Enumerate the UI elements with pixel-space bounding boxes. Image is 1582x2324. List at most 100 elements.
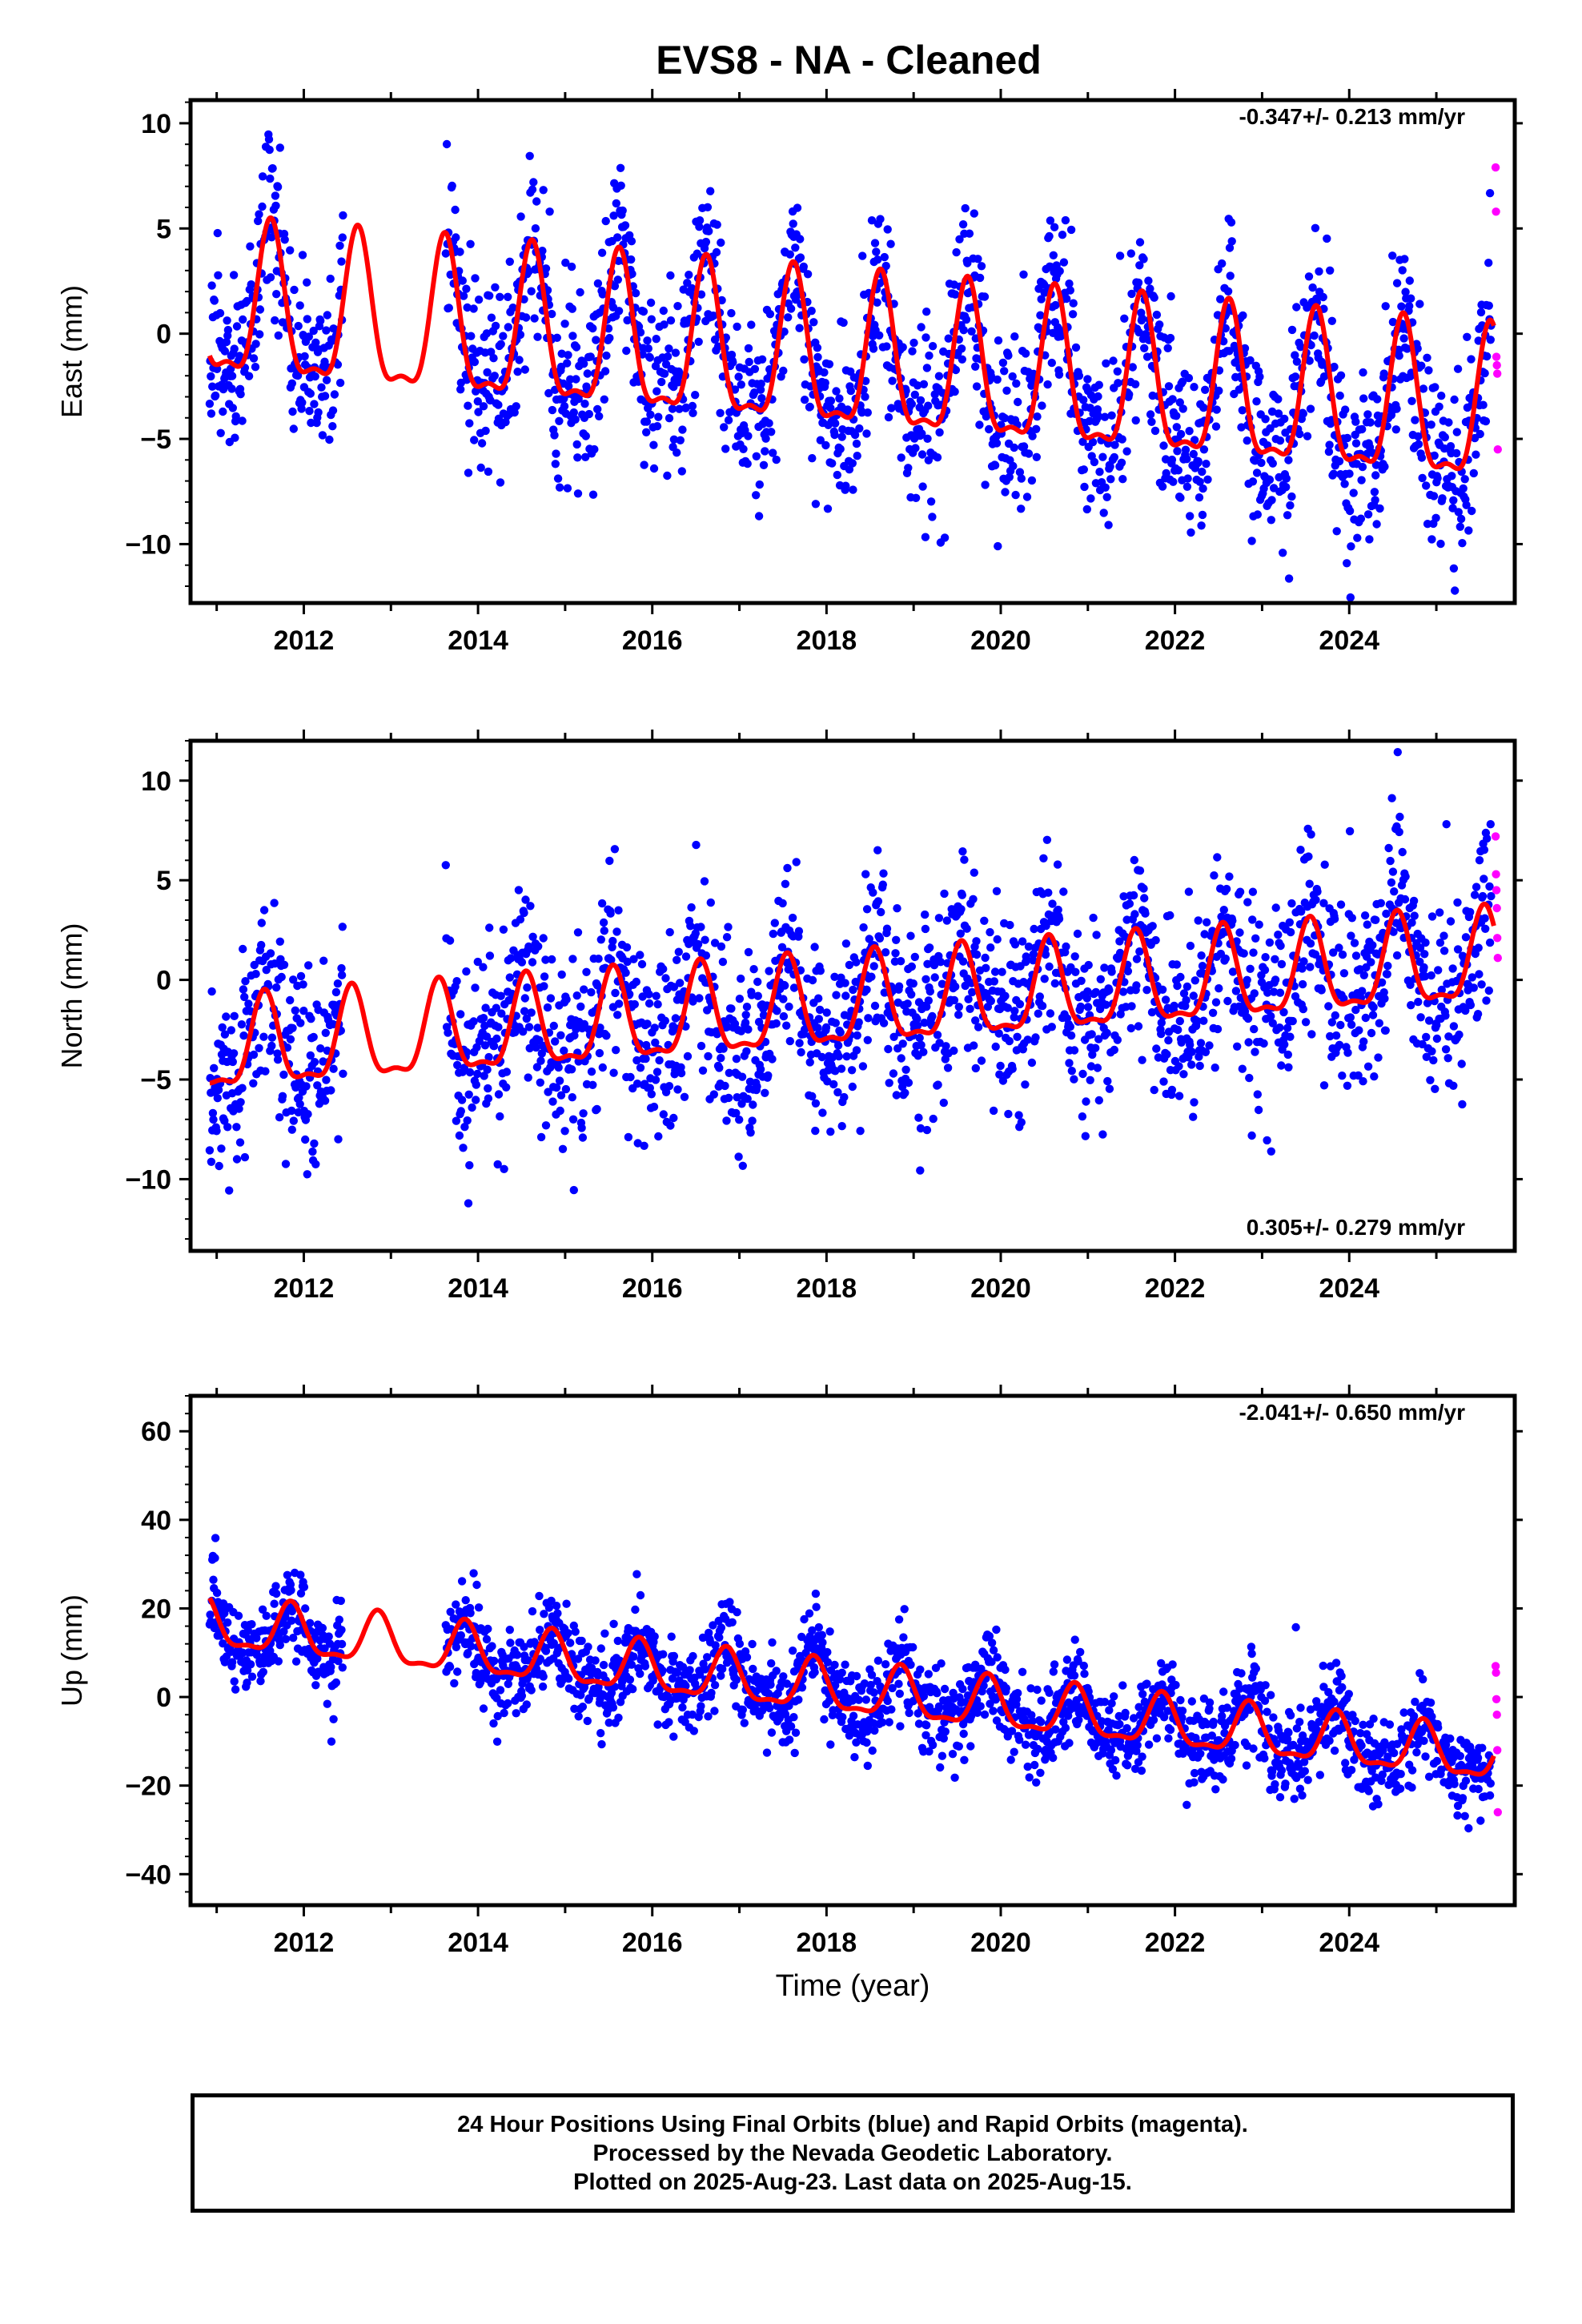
- final-orbit-point: [316, 1044, 325, 1053]
- final-orbit-point: [658, 1666, 667, 1675]
- final-orbit-point: [816, 967, 825, 975]
- final-orbit-point: [1430, 451, 1439, 460]
- final-orbit-point: [1363, 920, 1372, 929]
- final-orbit-point: [815, 1005, 825, 1015]
- final-orbit-point: [1157, 1029, 1166, 1039]
- final-orbit-point: [207, 409, 216, 418]
- final-orbit-point: [1368, 1011, 1378, 1019]
- final-orbit-point: [1292, 303, 1301, 312]
- final-orbit-point: [767, 1659, 776, 1668]
- final-orbit-point: [683, 1051, 693, 1061]
- final-orbit-point: [275, 1641, 284, 1650]
- final-orbit-point: [1459, 484, 1468, 493]
- final-orbit-point: [496, 1112, 504, 1121]
- final-orbit-point: [1213, 1024, 1223, 1034]
- y-tick-label: 5: [156, 866, 171, 896]
- final-orbit-point: [841, 481, 850, 490]
- final-orbit-point: [588, 1080, 597, 1090]
- final-orbit-point: [1486, 336, 1496, 344]
- final-orbit-point: [1139, 255, 1148, 263]
- final-orbit-point: [246, 1660, 255, 1669]
- final-orbit-point: [1053, 860, 1062, 869]
- final-orbit-point: [1219, 906, 1229, 915]
- final-orbit-point: [627, 255, 636, 264]
- final-orbit-point: [891, 949, 900, 958]
- final-orbit-point: [553, 474, 563, 483]
- final-orbit-point: [832, 991, 841, 999]
- final-orbit-point: [982, 963, 990, 973]
- final-orbit-point: [270, 1599, 279, 1608]
- final-orbit-point: [1175, 1016, 1185, 1026]
- final-orbit-point: [1380, 462, 1389, 471]
- final-orbit-point: [1221, 324, 1231, 333]
- final-orbit-point: [1414, 997, 1423, 1007]
- final-orbit-point: [929, 1114, 938, 1124]
- final-orbit-point: [463, 1116, 472, 1125]
- rate-annotation: 0.305+/- 0.279 mm/yr: [1247, 1215, 1465, 1240]
- final-orbit-point: [570, 1704, 579, 1713]
- final-orbit-point: [1091, 1043, 1100, 1052]
- final-orbit-point: [1319, 1081, 1329, 1090]
- final-orbit-point: [505, 1626, 514, 1634]
- final-orbit-point: [262, 966, 271, 975]
- final-orbit-point: [288, 407, 297, 416]
- final-orbit-point: [813, 344, 822, 352]
- final-orbit-point: [220, 347, 230, 356]
- final-orbit-point: [1451, 586, 1460, 595]
- final-orbit-point: [612, 927, 621, 936]
- final-orbit-point: [310, 1139, 319, 1148]
- final-orbit-point: [1480, 875, 1488, 883]
- final-orbit-point: [596, 935, 605, 944]
- final-orbit-point: [1436, 539, 1445, 549]
- final-orbit-point: [668, 404, 677, 413]
- final-orbit-point: [512, 1651, 522, 1659]
- final-orbit-point: [1066, 1022, 1075, 1031]
- x-tick-label: 2022: [1145, 625, 1206, 656]
- final-orbit-point: [464, 468, 473, 477]
- final-orbit-point: [623, 957, 632, 967]
- final-orbit-point: [1090, 457, 1099, 467]
- model-fit-line: [208, 901, 1496, 1086]
- final-orbit-point: [1347, 931, 1355, 940]
- final-orbit-point: [1447, 472, 1456, 480]
- final-orbit-point: [882, 342, 891, 351]
- final-orbit-point: [669, 1113, 678, 1123]
- final-orbit-point: [901, 1088, 909, 1098]
- final-orbit-point: [655, 1055, 664, 1065]
- final-orbit-point: [453, 1667, 462, 1676]
- final-orbit-point: [652, 387, 661, 396]
- final-orbit-point: [676, 979, 685, 987]
- final-orbit-point: [599, 1660, 608, 1670]
- final-orbit-point: [705, 227, 713, 235]
- final-orbit-point: [1371, 460, 1381, 469]
- final-orbit-point: [995, 1070, 1004, 1079]
- final-orbit-point: [814, 1622, 823, 1632]
- final-orbit-point: [1339, 994, 1348, 1003]
- final-orbit-point: [1326, 1031, 1335, 1041]
- final-orbit-point: [834, 1051, 843, 1061]
- final-orbit-point: [491, 321, 500, 331]
- final-orbit-point: [884, 1044, 893, 1054]
- final-orbit-point: [862, 429, 871, 438]
- final-orbit-point: [538, 247, 547, 255]
- final-orbit-point: [1158, 985, 1167, 995]
- final-orbit-point: [1161, 995, 1170, 1004]
- final-orbit-point: [727, 1004, 736, 1013]
- y-axis-label: North (mm): [55, 923, 88, 1069]
- final-orbit-point: [811, 1099, 821, 1108]
- final-orbit-point: [311, 1160, 320, 1169]
- final-orbit-point: [862, 905, 872, 914]
- final-orbit-point: [1267, 1011, 1275, 1021]
- final-orbit-point: [229, 271, 239, 279]
- final-orbit-point: [858, 1062, 868, 1071]
- final-orbit-point: [525, 151, 534, 160]
- final-orbit-point: [484, 1094, 493, 1103]
- final-orbit-point: [1032, 452, 1042, 461]
- final-orbit-point: [673, 448, 681, 457]
- final-orbit-point: [835, 394, 844, 403]
- final-orbit-point: [852, 958, 861, 967]
- final-orbit-point: [1351, 951, 1361, 960]
- final-orbit-point: [301, 1135, 310, 1144]
- final-orbit-point: [237, 1020, 247, 1029]
